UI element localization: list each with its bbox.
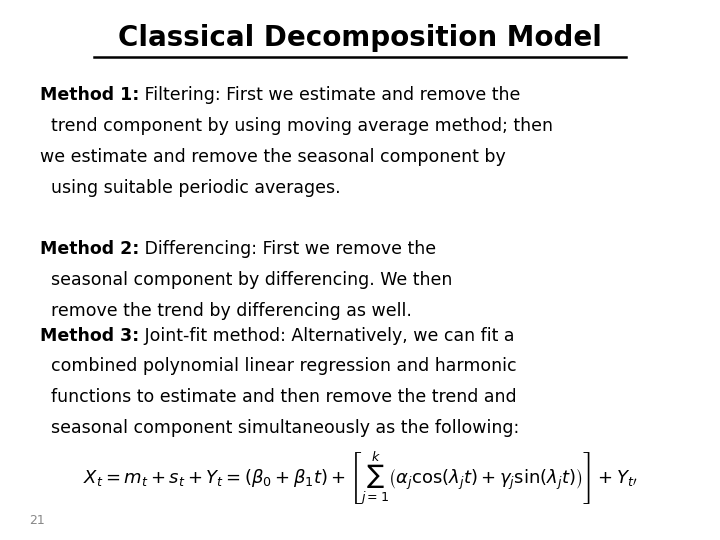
Text: remove the trend by differencing as well.: remove the trend by differencing as well… (40, 302, 411, 320)
Text: Differencing: First we remove the: Differencing: First we remove the (139, 240, 436, 258)
Text: Method 1:: Method 1: (40, 86, 139, 104)
Text: combined polynomial linear regression and harmonic: combined polynomial linear regression an… (40, 357, 516, 375)
Text: Method 2:: Method 2: (40, 240, 139, 258)
Text: $X_t = m_t + s_t + Y_t = (\beta_0 + \beta_1 t) + \left[\sum_{j=1}^{k} \left(\alp: $X_t = m_t + s_t + Y_t = (\beta_0 + \bet… (83, 449, 637, 507)
Text: seasonal component simultaneously as the following:: seasonal component simultaneously as the… (40, 419, 519, 437)
Text: functions to estimate and then remove the trend and: functions to estimate and then remove th… (40, 388, 516, 406)
Text: Filtering: First we estimate and remove the: Filtering: First we estimate and remove … (139, 86, 521, 104)
Text: using suitable periodic averages.: using suitable periodic averages. (40, 179, 341, 197)
Text: 21: 21 (29, 514, 45, 526)
Text: seasonal component by differencing. We then: seasonal component by differencing. We t… (40, 271, 452, 289)
Text: Joint-fit method: Alternatively, we can fit a: Joint-fit method: Alternatively, we can … (139, 327, 514, 345)
Text: trend component by using moving average method; then: trend component by using moving average … (40, 117, 553, 135)
Text: Method 3:: Method 3: (40, 327, 139, 345)
Text: Classical Decomposition Model: Classical Decomposition Model (118, 24, 602, 52)
Text: we estimate and remove the seasonal component by: we estimate and remove the seasonal comp… (40, 148, 505, 166)
